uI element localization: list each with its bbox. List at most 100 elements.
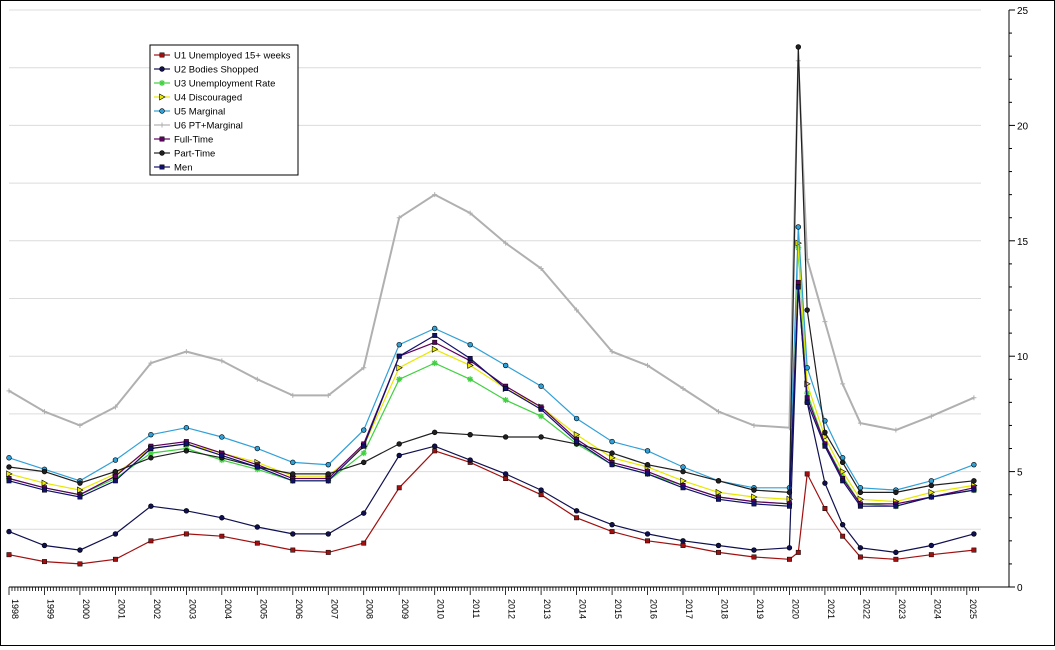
legend-label: U2 Bodies Shopped — [174, 65, 259, 76]
legend-swatch-marker — [159, 66, 165, 72]
data-point — [822, 319, 828, 325]
data-point — [361, 459, 367, 466]
series-9 — [6, 284, 977, 509]
data-point — [609, 438, 615, 445]
x-tick-label: 2022 — [861, 599, 871, 619]
x-tick-label: 2001 — [116, 599, 126, 619]
data-point — [112, 404, 118, 410]
data-point — [148, 503, 154, 509]
gridlines — [9, 9, 981, 588]
legend-item: Part-Time — [154, 149, 215, 160]
data-point — [290, 478, 296, 484]
data-point — [804, 399, 810, 405]
legend-box — [149, 44, 299, 176]
data-point — [609, 450, 615, 456]
data-point — [715, 478, 722, 484]
data-point — [538, 492, 544, 498]
data-point — [573, 415, 580, 422]
data-point — [538, 383, 544, 389]
data-point — [609, 529, 615, 535]
data-point — [804, 471, 810, 477]
data-point — [148, 455, 154, 461]
legend-swatch-marker — [159, 164, 165, 170]
data-point — [971, 461, 977, 468]
x-tick-label: 1999 — [45, 599, 55, 619]
data-point — [325, 471, 331, 477]
y-tick-label: 0 — [1017, 583, 1023, 594]
data-point — [325, 531, 331, 537]
data-point — [42, 559, 47, 565]
data-point — [361, 443, 367, 449]
x-tick-label: 2013 — [542, 599, 552, 619]
data-point — [839, 521, 846, 528]
x-tick-label: 2000 — [81, 599, 91, 619]
x-tick-label: 2015 — [613, 599, 623, 619]
data-point — [680, 477, 687, 485]
data-point — [467, 457, 473, 463]
data-point — [77, 547, 83, 553]
data-point — [290, 392, 296, 398]
data-point — [839, 468, 847, 476]
data-point — [6, 470, 13, 478]
data-point — [432, 332, 438, 338]
data-point — [893, 503, 899, 509]
series-line — [8, 286, 975, 554]
data-point — [680, 485, 686, 491]
legend-swatch-marker — [159, 136, 165, 142]
data-point — [680, 464, 686, 470]
data-point — [361, 427, 367, 433]
x-tick-label: 2011 — [471, 599, 481, 618]
data-point — [971, 395, 977, 401]
data-point — [715, 542, 722, 549]
legend-item: U2 Bodies Shopped — [154, 65, 259, 76]
data-point — [680, 468, 686, 475]
data-point — [680, 543, 686, 548]
data-point — [361, 510, 367, 516]
data-point — [538, 406, 544, 412]
data-point — [971, 547, 977, 553]
legend-swatch-marker — [159, 93, 166, 101]
series-2 — [6, 284, 977, 556]
data-point — [751, 493, 758, 501]
data-point — [431, 429, 438, 436]
data-point — [396, 364, 403, 372]
data-point — [538, 434, 544, 440]
series-5 — [6, 224, 977, 493]
x-tick-label: 2006 — [294, 599, 304, 619]
data-point — [148, 446, 154, 451]
data-point — [502, 397, 509, 404]
x-tick-label: 2010 — [436, 599, 446, 619]
data-point — [857, 420, 863, 426]
data-point — [645, 538, 650, 544]
data-point — [361, 365, 367, 371]
series-1 — [6, 448, 977, 567]
data-point — [290, 547, 296, 553]
data-point — [822, 506, 828, 511]
data-point — [396, 452, 402, 459]
legend-label: Part-Time — [174, 149, 215, 160]
series-line — [8, 282, 975, 505]
data-point — [41, 409, 47, 415]
data-point — [6, 388, 12, 394]
data-point — [840, 381, 846, 387]
y-tick-label: 10 — [1017, 352, 1029, 363]
data-point — [431, 325, 438, 332]
data-point — [502, 362, 509, 369]
data-point — [538, 487, 544, 493]
data-point — [467, 431, 473, 438]
data-point — [254, 464, 260, 470]
data-point — [219, 358, 225, 364]
data-point — [254, 540, 260, 546]
data-point — [786, 556, 792, 562]
data-point — [396, 376, 403, 383]
data-point — [432, 339, 438, 345]
data-point — [715, 409, 721, 415]
data-point — [609, 454, 616, 462]
data-point — [573, 431, 581, 439]
data-point — [822, 429, 828, 436]
data-point — [219, 515, 225, 521]
data-point — [360, 450, 367, 457]
data-point — [396, 485, 402, 491]
data-point — [361, 540, 367, 546]
